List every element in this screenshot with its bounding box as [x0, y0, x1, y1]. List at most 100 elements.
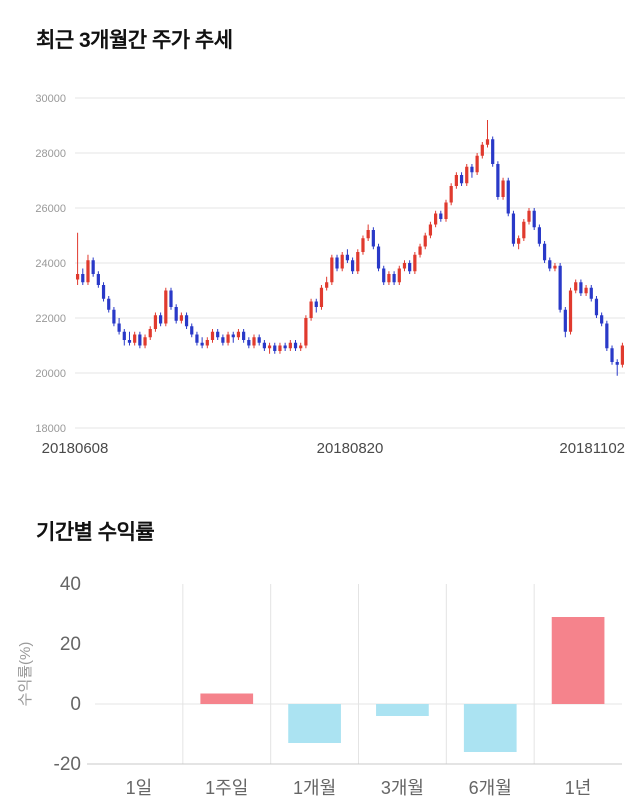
candle-body: [542, 243, 547, 261]
candle-body: [314, 301, 318, 307]
candle-body: [169, 290, 173, 307]
candle-body: [319, 287, 324, 307]
candle-body: [299, 345, 303, 349]
price-candlestick-chart: 30000 28000 26000 24000 22000 20000 18000 20180…: [35, 93, 625, 457]
candle-body: [179, 315, 183, 321]
candle-body: [174, 307, 178, 321]
candle-body: [444, 202, 448, 219]
candle-body: [138, 334, 142, 346]
candle-body: [221, 337, 225, 343]
price-y-tick-label: 22000: [35, 313, 66, 325]
candle-body: [408, 263, 412, 272]
price-y-tick-labels: 30000 28000 26000 24000 22000 20000 18000: [35, 93, 66, 435]
candle-body: [133, 334, 137, 343]
candle-body: [527, 210, 531, 222]
candle-body: [594, 298, 599, 316]
candle-body: [262, 342, 266, 349]
candle-body: [376, 246, 381, 269]
candle-body: [454, 175, 458, 186]
candle-body: [579, 282, 583, 294]
candle-body: [153, 315, 158, 329]
candle-body: [117, 323, 121, 332]
return-bar: [200, 693, 254, 704]
price-chart-title: 최근 3개월간 주가 추세: [36, 29, 233, 52]
returns-bars: [200, 617, 605, 752]
candle-body: [247, 340, 251, 346]
candle-body: [366, 230, 370, 239]
price-y-tick-label: 24000: [35, 258, 66, 270]
candle-body: [231, 334, 235, 338]
candle-body: [278, 345, 282, 351]
return-bar: [463, 704, 517, 752]
candle-body: [216, 331, 220, 338]
candle-body: [402, 263, 407, 269]
price-gridlines: [75, 97, 625, 429]
price-x-tick-label: 20180820: [317, 440, 384, 457]
return-bar: [288, 704, 341, 743]
candle-body: [293, 342, 298, 349]
price-x-tick-label: 20180608: [42, 440, 109, 457]
candle-body: [537, 227, 541, 244]
candle-body: [589, 287, 593, 299]
candle-body: [252, 337, 256, 346]
price-y-tick-label: 28000: [35, 148, 66, 160]
candle-body: [563, 309, 567, 332]
candle-body: [413, 254, 417, 272]
price-y-tick-label: 18000: [35, 423, 66, 435]
candle-body: [475, 155, 479, 173]
returns-y-axis-label: 수익률(%): [17, 642, 34, 707]
candle-body: [491, 139, 495, 164]
candle-body: [428, 224, 433, 236]
candle-body: [122, 331, 126, 340]
returns-y-tick-label: 20: [60, 634, 81, 655]
candle-body: [574, 282, 578, 291]
candle-body: [143, 337, 147, 346]
candle-body: [325, 282, 329, 288]
candle-body: [91, 260, 95, 274]
candle-body: [522, 221, 526, 239]
candle-body: [127, 340, 132, 343]
candle-body: [418, 246, 422, 255]
candle-body: [517, 238, 521, 244]
candle-body: [615, 362, 619, 365]
returns-y-tick-labels: 40 20 0 -20: [54, 574, 81, 775]
candle-body: [496, 164, 500, 197]
returns-chart-title: 기간별 수익률: [36, 521, 155, 544]
candle-body: [107, 298, 111, 310]
candle-body: [392, 274, 396, 283]
returns-category-labels: 1일 1주일 1개월 3개월 6개월 1년: [126, 778, 592, 798]
candle-body: [620, 345, 625, 365]
returns-y-tick-label: -20: [54, 754, 81, 775]
candle-body: [184, 315, 189, 327]
candle-body: [236, 331, 241, 338]
candle-body: [434, 213, 438, 225]
candle-body: [101, 285, 106, 299]
return-bar: [376, 704, 429, 716]
candle-body: [309, 301, 313, 318]
returns-y-tick-label: 40: [60, 574, 81, 595]
price-y-tick-label: 30000: [35, 93, 66, 105]
candle-body: [86, 260, 90, 283]
returns-category-label: 3개월: [381, 778, 424, 798]
price-x-tick-label: 20181102: [559, 440, 625, 457]
candle-body: [397, 268, 401, 283]
candle-body: [548, 260, 552, 269]
candle-body: [485, 139, 490, 145]
candle-body: [356, 252, 360, 272]
returns-category-label: 1년: [565, 778, 592, 798]
candle-body: [159, 315, 163, 324]
candle-body: [75, 274, 80, 280]
candle-body: [340, 254, 344, 269]
candle-body: [506, 180, 510, 214]
period-returns-bar-chart: 40 20 0 -20 수익률(%) 1일 1주일 1개월 3개월 6개월 1년: [17, 574, 622, 798]
candle-body: [210, 331, 215, 340]
candle-body: [459, 175, 464, 184]
candle-body: [330, 257, 334, 283]
candle-body: [387, 274, 391, 283]
candle-body: [470, 166, 474, 173]
returns-category-label: 6개월: [469, 778, 512, 798]
candle-body: [195, 334, 199, 343]
price-y-tick-label: 26000: [35, 203, 66, 215]
candle-body: [439, 213, 443, 219]
candle-body: [371, 230, 375, 247]
